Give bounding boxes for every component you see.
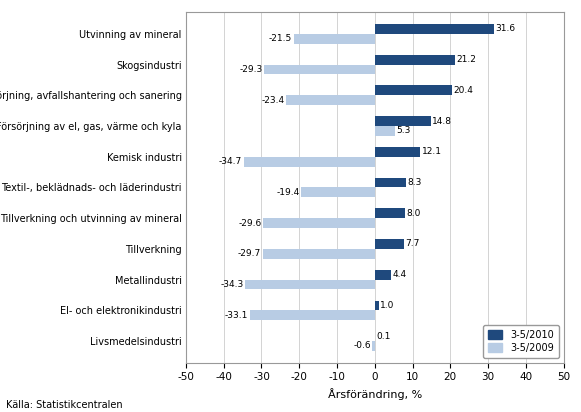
X-axis label: Årsförändring, %: Årsförändring, % — [328, 388, 422, 400]
Text: 7.7: 7.7 — [406, 239, 419, 248]
Text: -29.6: -29.6 — [238, 219, 261, 227]
Text: 20.4: 20.4 — [453, 86, 473, 95]
Legend: 3-5/2010, 3-5/2009: 3-5/2010, 3-5/2009 — [483, 325, 559, 358]
Text: 1.0: 1.0 — [380, 301, 394, 310]
Bar — [375, 85, 452, 95]
Text: 8.3: 8.3 — [408, 178, 422, 187]
Bar — [293, 34, 375, 44]
Text: 5.3: 5.3 — [396, 126, 411, 136]
Text: 31.6: 31.6 — [496, 24, 516, 33]
Bar — [286, 95, 375, 105]
Bar — [375, 178, 406, 187]
Text: Källa: Statistikcentralen: Källa: Statistikcentralen — [6, 400, 123, 410]
Bar — [375, 270, 392, 280]
Text: -34.3: -34.3 — [220, 280, 243, 289]
Text: -23.4: -23.4 — [261, 96, 285, 105]
Text: -0.6: -0.6 — [353, 342, 371, 351]
Bar — [372, 341, 375, 351]
Text: 14.8: 14.8 — [432, 117, 452, 126]
Text: -21.5: -21.5 — [269, 34, 292, 43]
Bar — [375, 208, 405, 218]
Text: 4.4: 4.4 — [393, 270, 407, 279]
Text: -29.3: -29.3 — [239, 65, 263, 74]
Bar — [375, 116, 431, 126]
Bar — [263, 218, 375, 228]
Text: 12.1: 12.1 — [422, 147, 442, 156]
Bar — [264, 65, 375, 75]
Text: -34.7: -34.7 — [219, 157, 242, 166]
Bar — [375, 300, 379, 310]
Bar — [250, 310, 375, 320]
Bar — [302, 187, 375, 197]
Bar — [243, 157, 375, 166]
Bar — [375, 24, 494, 34]
Text: -29.7: -29.7 — [238, 249, 261, 258]
Text: 0.1: 0.1 — [376, 332, 391, 341]
Bar — [375, 55, 455, 65]
Bar — [375, 126, 394, 136]
Bar — [263, 249, 375, 259]
Text: 8.0: 8.0 — [407, 209, 421, 218]
Text: 21.2: 21.2 — [456, 55, 476, 64]
Text: -33.1: -33.1 — [225, 311, 248, 320]
Bar — [375, 239, 404, 249]
Text: -19.4: -19.4 — [277, 188, 300, 197]
Bar — [245, 280, 375, 290]
Bar — [375, 147, 421, 157]
